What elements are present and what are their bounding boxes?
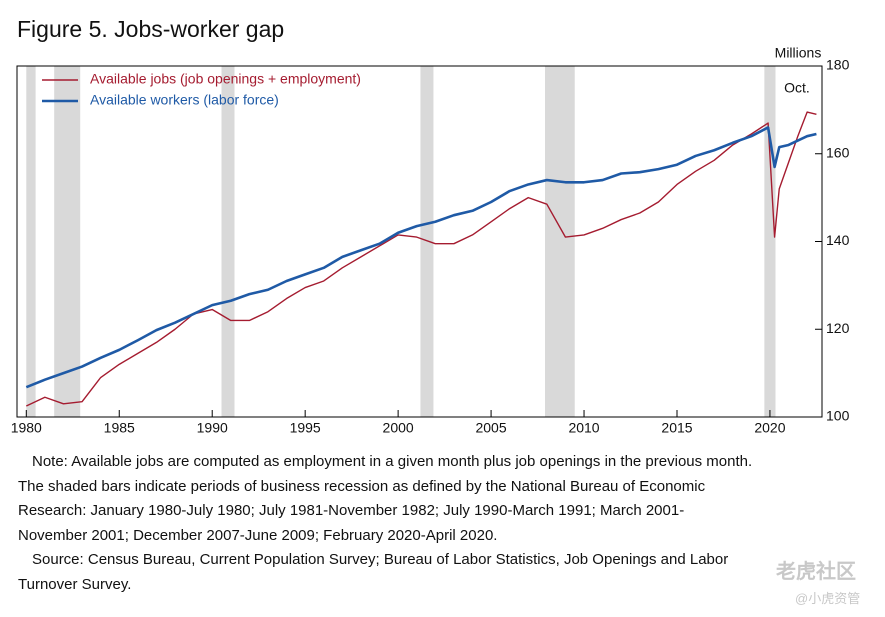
x-tick-label: 1995 (290, 420, 321, 436)
x-tick-label: 2000 (383, 420, 414, 436)
x-tick-label: 2020 (754, 420, 785, 436)
note-line: November 2001; December 2007-June 2009; … (18, 526, 498, 544)
y-tick-label: 180 (826, 57, 850, 73)
chart: Figure 5. Jobs-worker gap Millions Oct. … (11, 16, 850, 436)
x-tick-label: 1985 (104, 420, 135, 436)
recession-band (221, 66, 235, 417)
x-tick-label: 2015 (661, 420, 692, 436)
y-tick-label: 100 (826, 408, 850, 424)
watermark-handle: @小虎资管 (795, 591, 861, 606)
y-tick-label: 140 (826, 232, 850, 248)
y-tick-label: 120 (826, 320, 850, 336)
legend-label: Available jobs (job openings + employmen… (90, 71, 361, 87)
plot-frame (16, 65, 823, 418)
note-line: Research: January 1980-July 1980; July 1… (18, 502, 685, 519)
chart-title: Figure 5. Jobs-worker gap (17, 16, 284, 42)
series-line (25, 126, 817, 389)
note-line: Turnover Survey. (18, 575, 132, 593)
x-tick-label: 1980 (11, 420, 42, 436)
recession-band (54, 66, 81, 417)
watermark: 老虎社区 (776, 561, 856, 583)
notes: Note: Available jobs are computed as emp… (18, 450, 818, 597)
annotation: Oct. (784, 80, 810, 96)
x-tick-label: 2005 (475, 420, 506, 436)
recession-band (764, 66, 776, 417)
note-line: Source: Census Bureau, Current Populatio… (32, 551, 729, 568)
x-tick-label: 1990 (197, 420, 228, 436)
note-line: The shaded bars indicate periods of busi… (18, 477, 706, 495)
recession-band (26, 66, 36, 417)
y-unit-label: Millions (775, 45, 822, 61)
legend-label: Available workers (labor force) (90, 92, 279, 108)
y-tick-label: 160 (826, 144, 850, 160)
recession-band (544, 66, 575, 417)
note-line: Note: Available jobs are computed as emp… (32, 453, 753, 470)
recession-band (420, 66, 434, 417)
x-tick-label: 2010 (568, 420, 599, 436)
